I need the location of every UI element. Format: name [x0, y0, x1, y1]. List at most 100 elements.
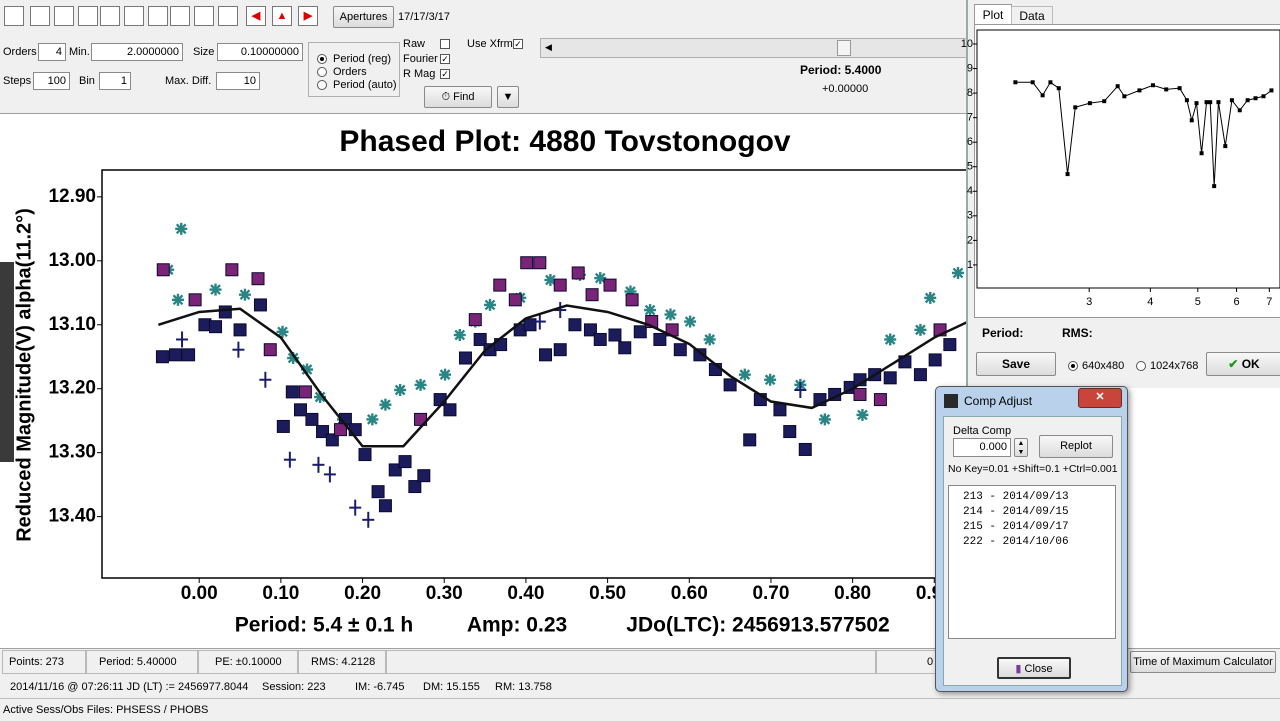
- cross-point: [283, 451, 296, 468]
- session-list[interactable]: 213 - 2014/09/13 214 - 2014/09/15 215 - …: [948, 485, 1116, 639]
- tool-icon[interactable]: [100, 6, 120, 26]
- delta-input[interactable]: 0.000: [953, 438, 1011, 457]
- find-button[interactable]: ⏱ Find: [424, 86, 492, 108]
- radio[interactable]: [317, 80, 327, 90]
- square-point: [608, 328, 622, 342]
- cross-point: [349, 499, 362, 516]
- tool-icon[interactable]: [78, 6, 98, 26]
- tool-icon[interactable]: [148, 6, 168, 26]
- slider-thumb[interactable]: [837, 40, 851, 56]
- close-button[interactable]: ▮ Close: [997, 657, 1071, 679]
- y-tick-label: 10: [961, 38, 973, 50]
- asterisk-stroke: [739, 369, 751, 380]
- check-label[interactable]: Use Xfrm: [467, 38, 513, 50]
- asterisk-point: [366, 413, 379, 426]
- asterisk-stroke: [175, 223, 187, 235]
- radio-label[interactable]: Period (auto): [333, 79, 397, 91]
- radio-label[interactable]: Orders: [333, 66, 367, 78]
- status-points: Points: 273: [2, 650, 86, 674]
- periodogram-point: [1065, 172, 1070, 177]
- square-point: [378, 499, 392, 513]
- maxdiff-input[interactable]: 10: [216, 72, 260, 90]
- size-option[interactable]: 640x480: [1082, 360, 1125, 372]
- size-label: Size: [193, 46, 215, 58]
- radio[interactable]: [317, 54, 327, 64]
- slider-arrow[interactable]: ◀: [545, 42, 552, 52]
- arrow-left[interactable]: ◀: [246, 6, 266, 26]
- side-strip: [0, 262, 14, 462]
- checkbox[interactable]: ✓: [440, 54, 450, 64]
- checkbox[interactable]: ✓: [440, 69, 450, 79]
- period-slider[interactable]: ◀: [540, 38, 967, 58]
- period-label: Period:: [982, 326, 1024, 340]
- tool-icon[interactable]: [124, 6, 144, 26]
- spinner[interactable]: ▲ ▼: [1014, 438, 1028, 457]
- asterisk-stroke: [239, 289, 251, 301]
- save-button[interactable]: Save: [976, 352, 1056, 376]
- asterisk-stroke: [277, 326, 288, 338]
- tool-icon[interactable]: [30, 6, 50, 26]
- asterisk-stroke: [819, 414, 831, 425]
- ok-button[interactable]: ✔ OK: [1206, 352, 1280, 376]
- periodogram-point: [1137, 88, 1142, 93]
- x-tick-label: 0.80: [834, 583, 871, 604]
- y-tick-label: 5: [967, 161, 973, 173]
- asterisk-stroke: [484, 299, 496, 311]
- size-input[interactable]: 0.10000000: [217, 43, 303, 61]
- x-tick-label: 6: [1233, 296, 1239, 308]
- list-item[interactable]: 213 - 2014/09/13: [963, 491, 1069, 503]
- periodogram-point: [1261, 94, 1266, 99]
- replot-button[interactable]: Replot: [1039, 435, 1113, 458]
- tool-icon[interactable]: [218, 6, 238, 26]
- tool-icon[interactable]: [194, 6, 214, 26]
- tmc-button[interactable]: Time of Maximum Calculator: [1130, 651, 1276, 673]
- steps-input[interactable]: 100: [33, 72, 70, 90]
- delta-label: Delta Comp: [953, 425, 1012, 437]
- radio[interactable]: [1136, 361, 1146, 371]
- square-point: [618, 341, 632, 355]
- dialog-body: Delta Comp 0.000 ▲ ▼ Replot No Key=0.01 +…: [943, 416, 1122, 686]
- x-tick-label: 0.30: [426, 583, 463, 604]
- check-label[interactable]: R Mag: [403, 68, 436, 80]
- dialog-icon: [944, 394, 958, 408]
- square-point: [508, 293, 522, 307]
- asterisk-point: [738, 368, 751, 381]
- tool-icon[interactable]: [170, 6, 190, 26]
- apertures-button[interactable]: Apertures: [333, 6, 394, 28]
- orders-input[interactable]: 4: [38, 43, 66, 61]
- size-option[interactable]: 1024x768: [1150, 360, 1199, 372]
- ok-text: OK: [1241, 357, 1260, 371]
- radio[interactable]: [317, 67, 327, 77]
- checkbox[interactable]: [440, 39, 450, 49]
- cross-point: [323, 466, 336, 483]
- x-tick-label: 4: [1147, 296, 1153, 308]
- check-label[interactable]: Fourier: [403, 53, 438, 65]
- list-item[interactable]: 215 - 2014/09/17: [963, 521, 1069, 533]
- checkbox[interactable]: ✓: [513, 39, 523, 49]
- list-item[interactable]: 222 - 2014/10/06: [963, 536, 1069, 548]
- arrow-right[interactable]: ▶: [298, 6, 318, 26]
- periodogram-point: [1056, 86, 1061, 91]
- dialog-close-x[interactable]: ✕: [1078, 388, 1122, 408]
- find-dropdown[interactable]: ▼: [497, 86, 519, 108]
- tool-icon[interactable]: [4, 6, 24, 26]
- cross-point: [794, 381, 807, 398]
- bin-input[interactable]: 1: [99, 72, 131, 90]
- tool-icon[interactable]: [54, 6, 74, 26]
- min-input[interactable]: 2.0000000: [91, 43, 183, 61]
- radio[interactable]: [1068, 361, 1078, 371]
- check-label[interactable]: Raw: [403, 38, 426, 50]
- tab[interactable]: Plot: [974, 4, 1012, 25]
- square-point: [155, 350, 169, 364]
- square-point: [388, 463, 402, 477]
- bin-label: Bin: [79, 75, 95, 87]
- periodogram-point: [1208, 100, 1213, 105]
- arrow-up[interactable]: ▲: [272, 6, 292, 26]
- radio-label[interactable]: Period (reg): [333, 53, 392, 65]
- asterisk-stroke: [545, 274, 556, 286]
- y-tick-label: 6: [967, 136, 973, 148]
- periodogram-point: [1212, 184, 1217, 189]
- square-point: [188, 293, 202, 307]
- asterisk-stroke: [415, 379, 426, 391]
- list-item[interactable]: 214 - 2014/09/15: [963, 506, 1069, 518]
